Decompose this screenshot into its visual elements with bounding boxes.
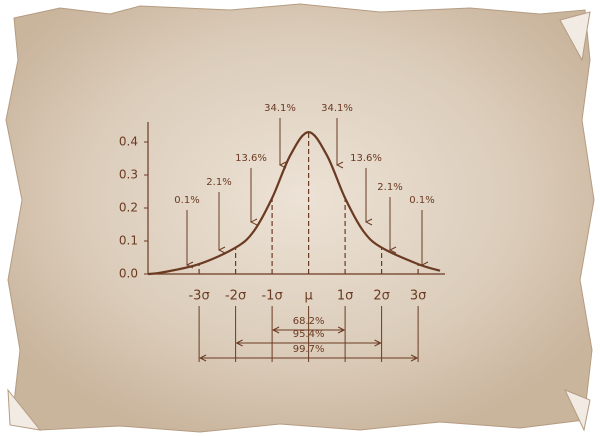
curl [559, 11, 591, 62]
y-tick-label: 0.4 [119, 135, 138, 149]
x-tick-label: μ [304, 289, 312, 304]
x-tick-label: -1σ [261, 289, 282, 304]
interval-label: 68.2% [293, 316, 325, 327]
curl [7, 388, 42, 431]
percent-label: 0.1% [174, 195, 199, 206]
percent-label: 13.6% [350, 153, 382, 164]
interval-label: 95.4% [293, 329, 325, 340]
y-tick-label: 0.2 [119, 201, 138, 215]
y-tick-label: 0.0 [119, 267, 138, 281]
parchment [5, 3, 595, 433]
x-tick-label: 1σ [337, 289, 354, 304]
x-tick-label: 3σ [410, 289, 427, 304]
curl [564, 389, 591, 432]
y-tick-label: 0.3 [119, 168, 138, 182]
x-tick-label: -3σ [188, 289, 209, 304]
x-tick-label: 2σ [373, 289, 390, 304]
percent-label: 2.1% [206, 177, 231, 188]
percent-label: 2.1% [377, 182, 402, 193]
interval-label: 99.7% [293, 344, 325, 355]
percent-label: 13.6% [235, 153, 267, 164]
y-tick-label: 0.1 [119, 234, 138, 248]
percent-label: 34.1% [321, 103, 353, 114]
x-tick-label: -2σ [225, 289, 246, 304]
percent-label: 34.1% [264, 103, 296, 114]
percent-label: 0.1% [409, 195, 434, 206]
curve [147, 130, 441, 276]
